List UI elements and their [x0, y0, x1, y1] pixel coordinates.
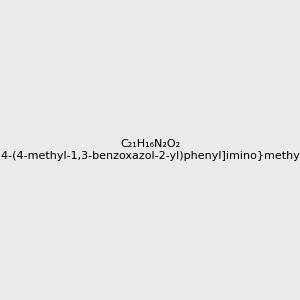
Text: C₂₁H₁₆N₂O₂
2-[(E)-{[4-(4-methyl-1,3-benzoxazol-2-yl)phenyl]imino}methyl]phenol: C₂₁H₁₆N₂O₂ 2-[(E)-{[4-(4-methyl-1,3-benz…	[0, 139, 300, 161]
